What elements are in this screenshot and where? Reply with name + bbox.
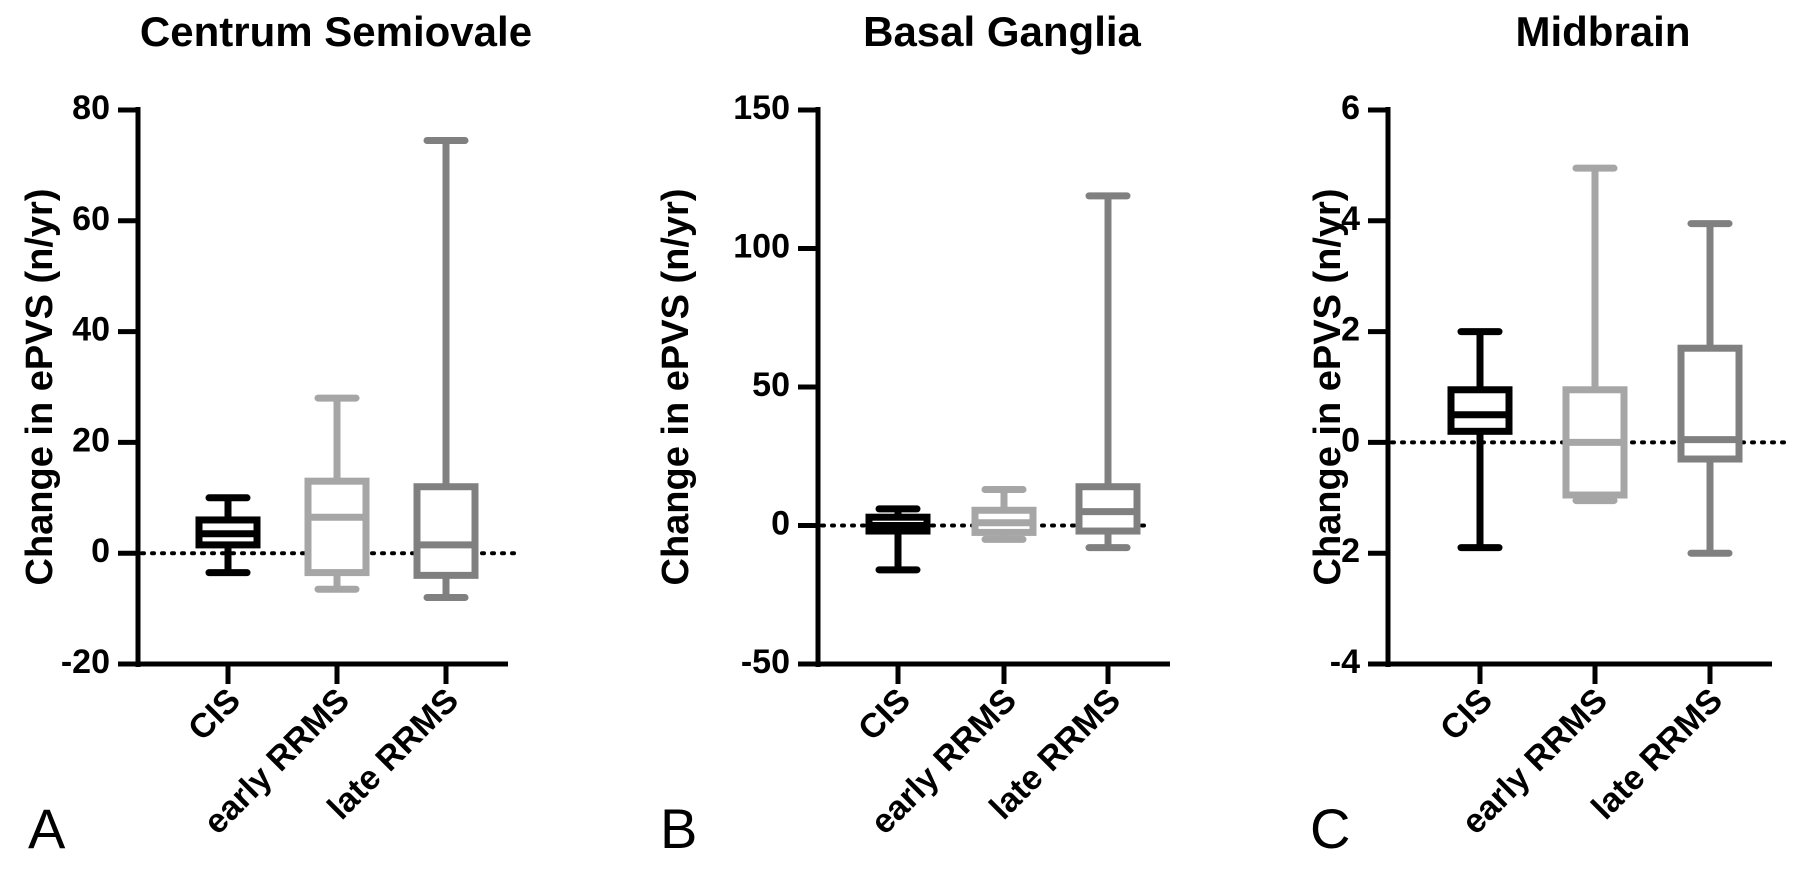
box-late-rrms [1075, 192, 1141, 552]
y-tick-label: 100 [733, 227, 790, 265]
y-tick-label: 60 [72, 200, 110, 238]
y-tick-label: 0 [91, 532, 110, 570]
y-tick-label: 50 [752, 366, 790, 404]
box-iqr [413, 483, 479, 579]
panel-letter: B [660, 797, 697, 860]
panel-b: Basal Ganglia Change in ePVS (n/yr) -50 0 50… [655, 8, 1170, 860]
panel-c: Midbrain Change in ePVS (n/yr) -4 -2 0 2 4 6 CIS… [1307, 8, 1786, 860]
box-cis [195, 494, 261, 577]
y-tick-label: 0 [1341, 421, 1360, 459]
box-early-rrms [971, 485, 1037, 543]
y-axis-label: Change in ePVS (n/yr) [19, 189, 61, 586]
panel-letter: C [1310, 797, 1350, 860]
y-tick-label: 0 [771, 504, 790, 542]
box-late-rrms [413, 136, 479, 602]
y-axis-label: Change in ePVS (n/yr) [655, 189, 697, 586]
box-cis [1447, 328, 1513, 552]
x-tick-label: CIS [851, 681, 918, 748]
y-tick-label: -20 [61, 643, 110, 681]
panel-title: Midbrain [1516, 8, 1691, 55]
box-iqr [304, 477, 370, 577]
box-early-rrms [304, 394, 370, 593]
box-early-rrms [1562, 164, 1628, 505]
y-tick-label: 20 [72, 421, 110, 459]
panel-letter: A [28, 797, 66, 860]
y-tick-label: 80 [72, 89, 110, 127]
y-tick-label: 150 [733, 89, 790, 127]
y-axis-label: Change in ePVS (n/yr) [1307, 189, 1349, 586]
y-tick-label: -50 [741, 643, 790, 681]
panel-title: Centrum Semiovale [140, 8, 532, 55]
y-tick-label: 40 [72, 311, 110, 349]
y-tick-label: -4 [1330, 643, 1360, 681]
y-tick-label: 2 [1341, 311, 1360, 349]
box-cis [865, 505, 931, 574]
y-tick-label: 4 [1341, 200, 1360, 238]
panel-title: Basal Ganglia [863, 8, 1141, 55]
y-tick-label: 6 [1341, 89, 1360, 127]
box-late-rrms [1677, 220, 1743, 557]
y-tick-label: -2 [1330, 532, 1360, 570]
box-iqr [1447, 386, 1513, 435]
x-tick-label: CIS [1433, 681, 1500, 748]
x-tick-label: CIS [181, 681, 248, 748]
panel-a: Centrum Semiovale Change in ePVS (n/yr) -2… [19, 8, 532, 860]
